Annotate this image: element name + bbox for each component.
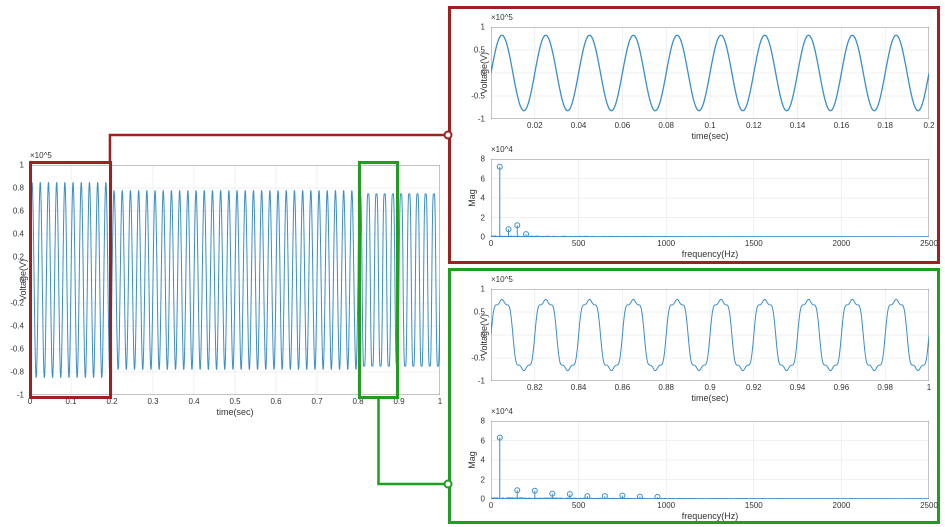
green-time-xlabel: time(sec) [691,393,728,403]
green-time-scale: ×10^5 [491,275,513,284]
green-freq-xlabel: frequency(Hz) [682,511,739,521]
main-red-selection [29,161,112,399]
main-green-selection [358,161,399,399]
red-detail-panel: Voltage(V) time(sec) ×10^5 0.020.040.060… [448,6,940,264]
green-freq-axes: Mag frequency(Hz) ×10^4 0500100015002000… [491,421,929,499]
green-connector-node [444,480,453,489]
red-time-axes: Voltage(V) time(sec) ×10^5 0.020.040.060… [491,27,929,119]
green-detail-panel: Voltage(V) time(sec) ×10^5 0.820.840.860… [448,268,940,524]
main-xlabel: time(sec) [216,407,253,417]
red-connector-node [444,131,453,140]
red-time-scale: ×10^5 [491,13,513,22]
green-freq-ylabel: Mag [467,451,477,469]
red-time-xlabel: time(sec) [691,131,728,141]
main-scale: ×10^5 [30,151,52,160]
green-time-axes: Voltage(V) time(sec) ×10^5 0.820.840.860… [491,289,929,381]
red-freq-scale: ×10^4 [491,145,513,154]
red-freq-axes: Mag frequency(Hz) ×10^4 0500100015002000… [491,159,929,237]
red-freq-xlabel: frequency(Hz) [682,249,739,259]
green-freq-scale: ×10^4 [491,407,513,416]
red-freq-ylabel: Mag [467,189,477,207]
